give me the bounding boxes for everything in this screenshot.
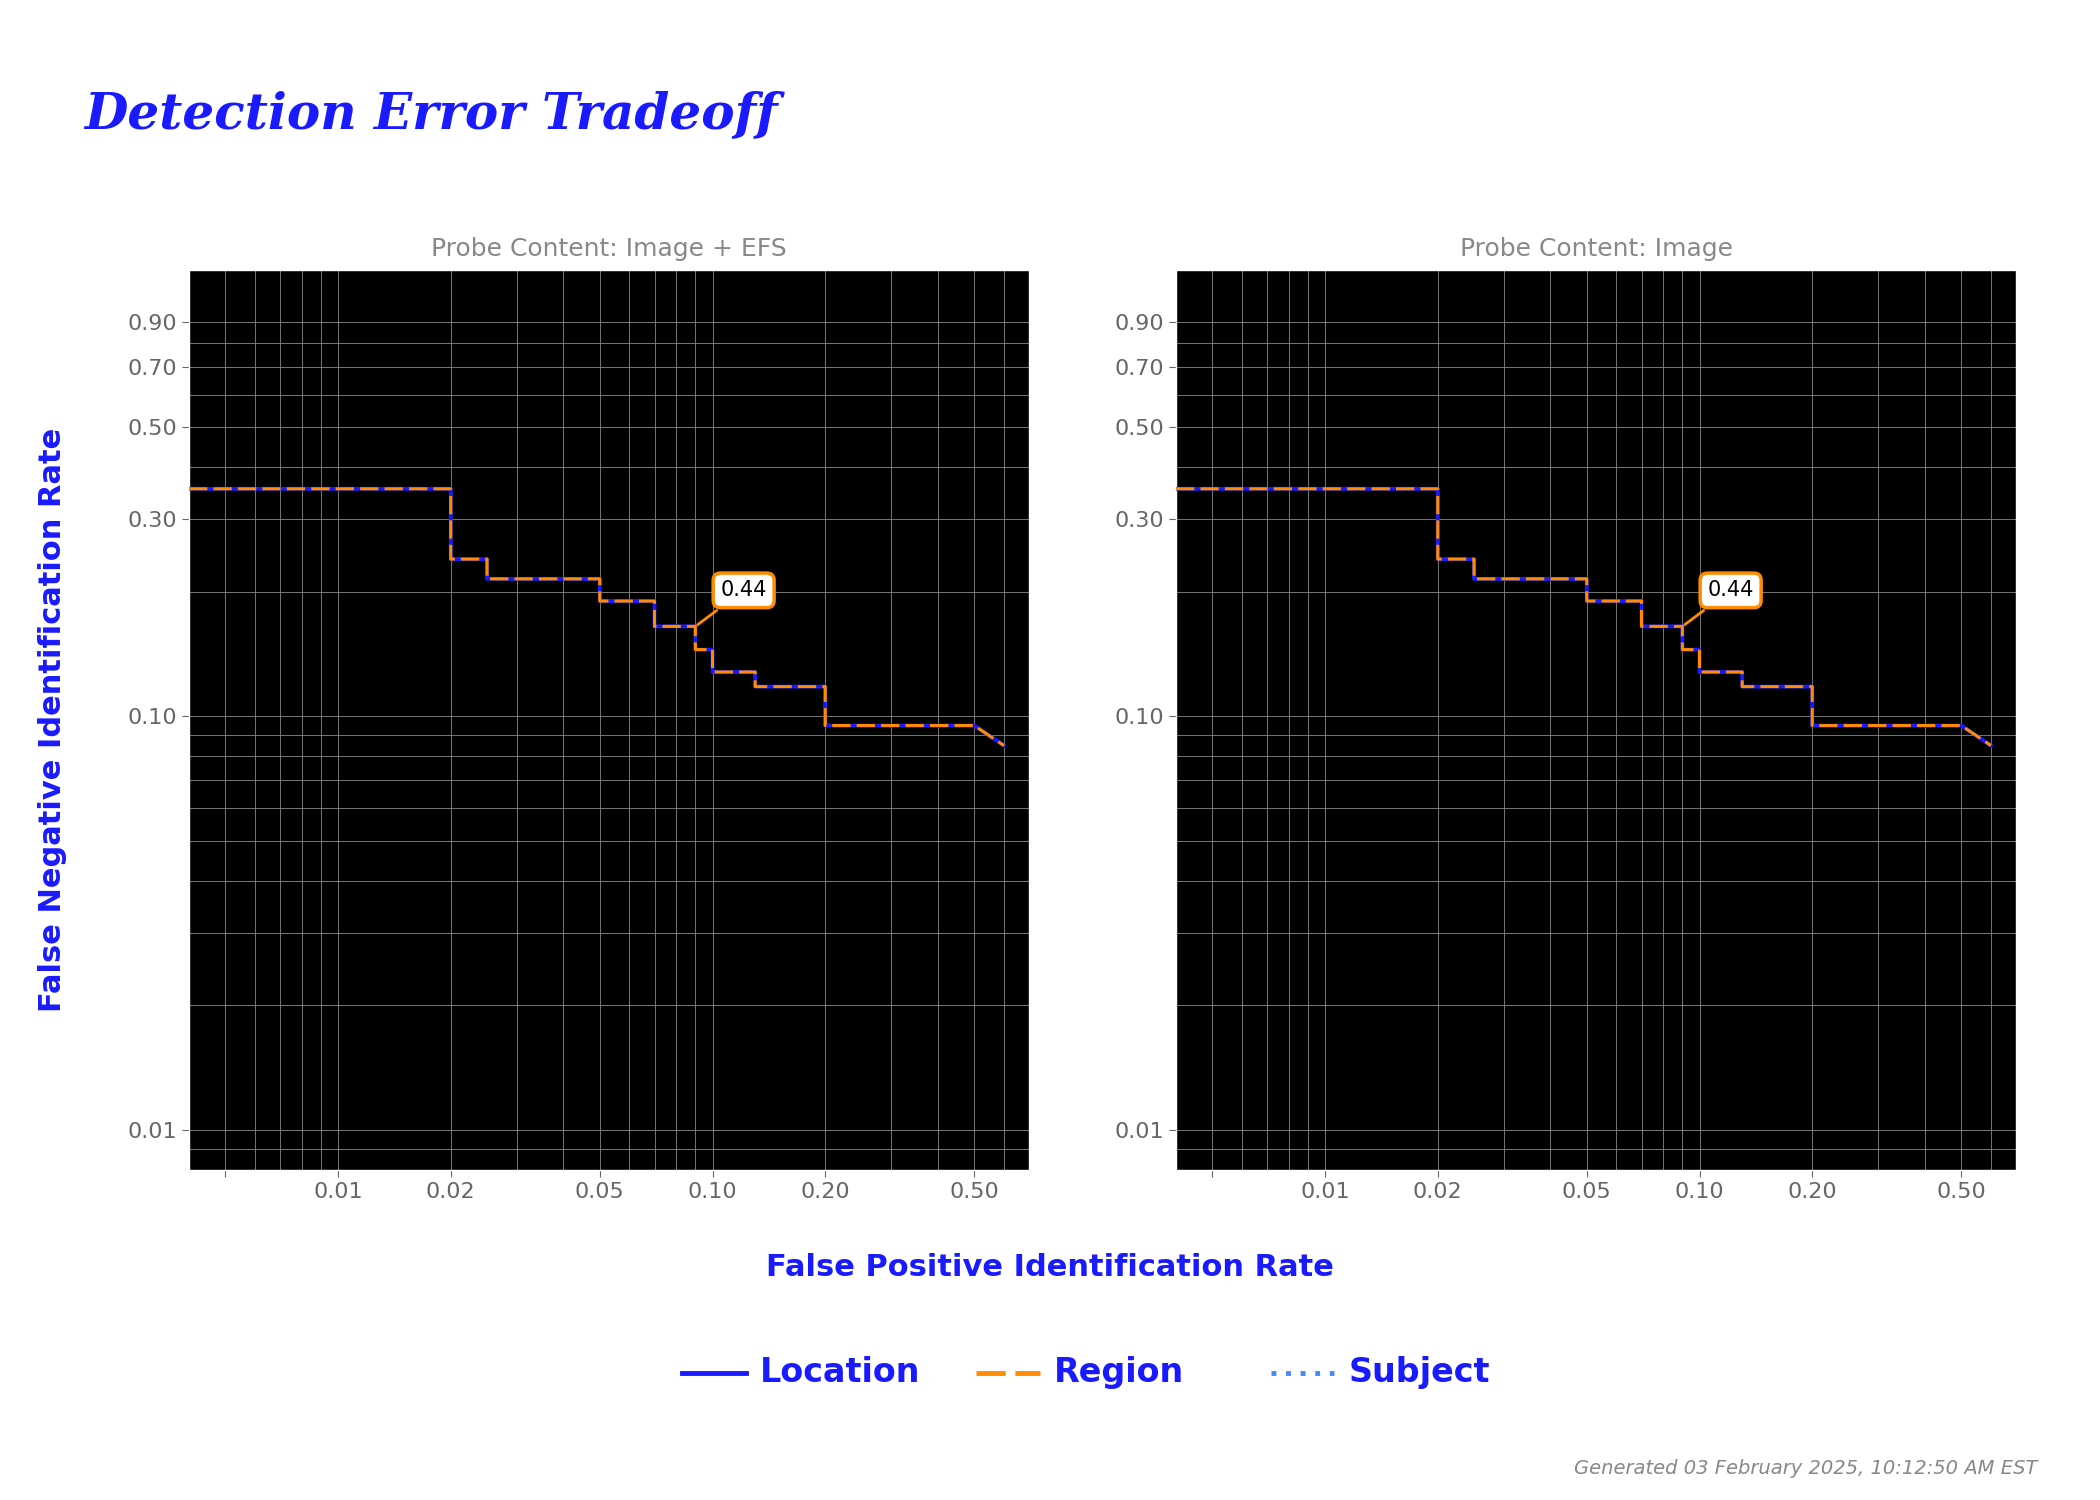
Text: Generated 03 February 2025, 10:12:50 AM EST: Generated 03 February 2025, 10:12:50 AM … (1573, 1458, 2037, 1478)
Text: Location: Location (760, 1356, 920, 1389)
Text: False Negative Identification Rate: False Negative Identification Rate (38, 427, 67, 1012)
Text: Detection Error Tradeoff: Detection Error Tradeoff (84, 90, 777, 140)
Text: 0.44: 0.44 (697, 580, 766, 624)
Text: 0.44: 0.44 (1684, 580, 1753, 624)
Text: Subject: Subject (1348, 1356, 1489, 1389)
Text: False Positive Identification Rate: False Positive Identification Rate (766, 1252, 1334, 1282)
Title: Probe Content: Image + EFS: Probe Content: Image + EFS (430, 237, 788, 261)
Title: Probe Content: Image: Probe Content: Image (1460, 237, 1732, 261)
Text: Region: Region (1054, 1356, 1184, 1389)
